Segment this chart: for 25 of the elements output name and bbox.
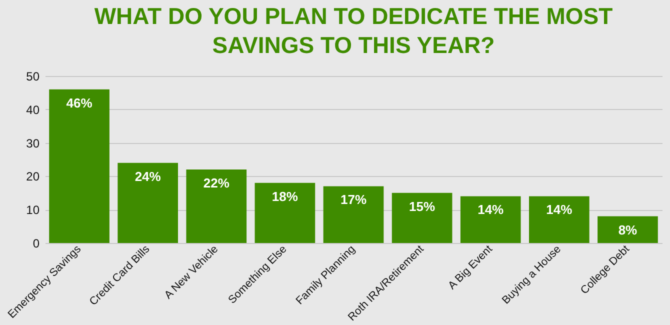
- bar: [460, 196, 521, 243]
- data-label: 8%: [618, 222, 638, 238]
- data-label: 22%: [203, 176, 230, 191]
- data-label: 14%: [478, 202, 504, 218]
- data-label: 14%: [546, 202, 573, 218]
- bar: [392, 192, 452, 243]
- bar: [254, 182, 316, 243]
- chart-title: WHAT DO YOU PLAN TO DEDICATE THE MOST SAVINGS TO THIS YEAR?: [94, 3, 613, 58]
- bar: [118, 162, 178, 243]
- data-label: 17%: [340, 192, 367, 208]
- data-label: 15%: [409, 198, 436, 214]
- y-tick-label: 0: [32, 236, 40, 250]
- bar: [186, 170, 247, 243]
- bar: [598, 216, 658, 243]
- bar: [49, 89, 110, 243]
- data-label: 46%: [66, 95, 93, 110]
- bar: [323, 186, 384, 243]
- y-tick-label: 40: [26, 102, 40, 117]
- y-tick-label: 10: [26, 203, 40, 218]
- data-label: 24%: [134, 168, 162, 184]
- y-tick-label: 30: [26, 136, 40, 150]
- data-label: 18%: [272, 188, 298, 204]
- y-tick-label: 20: [26, 170, 40, 184]
- y-tick-label: 50: [26, 70, 40, 84]
- bar: [529, 196, 590, 243]
